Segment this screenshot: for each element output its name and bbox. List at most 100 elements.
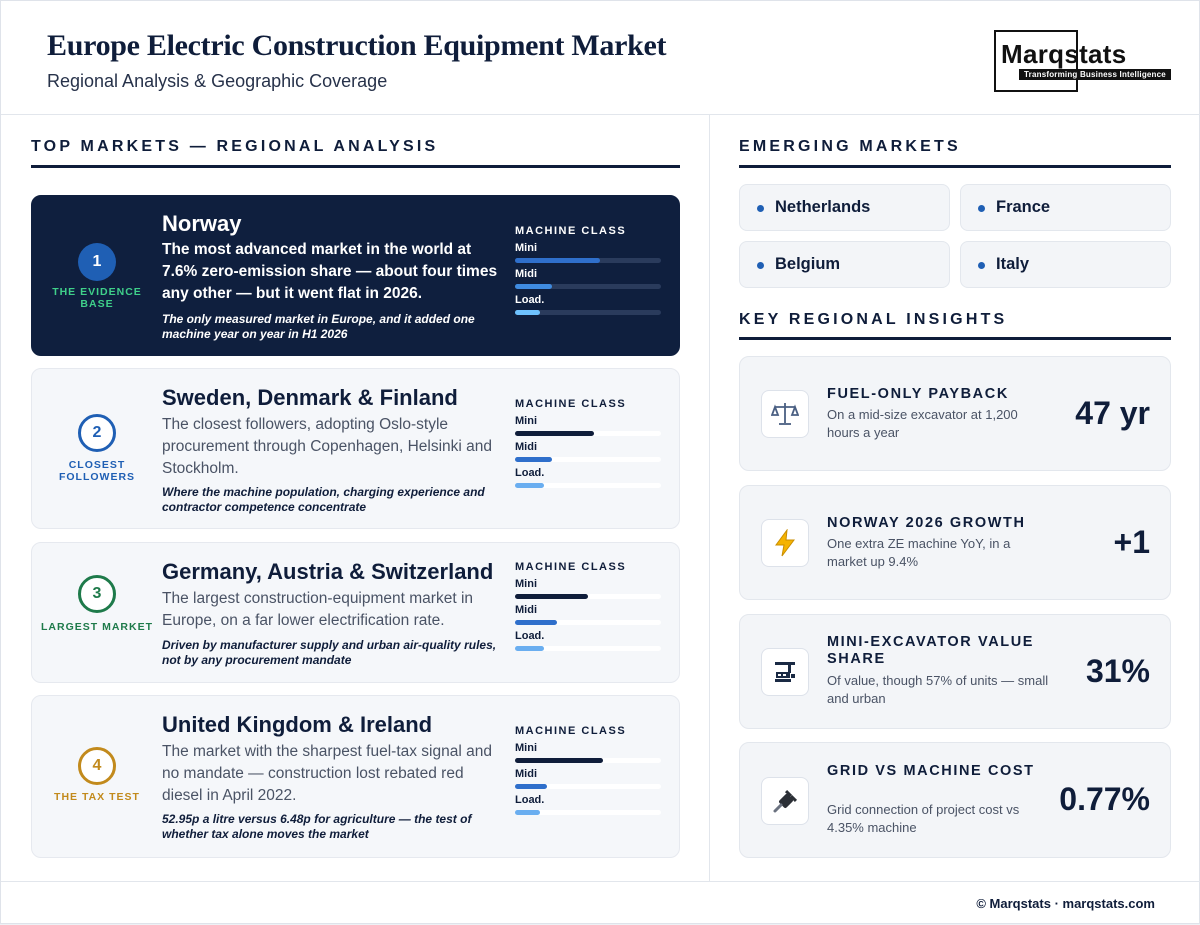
- machine-class-label: Load.: [515, 794, 545, 806]
- lightning-icon: [761, 519, 809, 567]
- machine-class-bar-fill: [515, 310, 540, 315]
- emerging-chip-belgium: Belgium: [739, 241, 950, 288]
- scales-icon: [761, 390, 809, 438]
- machine-class-bar-fill: [515, 431, 594, 436]
- rank-badge: 2: [78, 414, 116, 452]
- bullet-icon: [757, 205, 764, 212]
- machine-class-title: MACHINE CLASS: [515, 225, 627, 237]
- machine-class-track: [515, 310, 661, 315]
- insight-title: MINI-EXCAVATOR VALUE SHARE: [827, 634, 1035, 667]
- insight-description: Of value, though 57% of units — small an…: [827, 673, 1049, 706]
- machine-class-bar-fill: [515, 457, 552, 462]
- plug-icon: [761, 777, 809, 825]
- machine-class-title: MACHINE CLASS: [515, 398, 627, 410]
- logo: Marqstats: [1001, 39, 1127, 69]
- machine-class-bar-fill: [515, 284, 552, 289]
- emerging-chip-label: Italy: [996, 255, 1030, 273]
- machine-class-row: Load.: [515, 467, 661, 488]
- machine-class-track: [515, 646, 661, 651]
- header: Europe Electric Construction Equipment M…: [1, 1, 1200, 115]
- machine-class-label: Load.: [515, 467, 545, 479]
- page-subtitle: Regional Analysis & Geographic Coverage: [47, 71, 388, 91]
- key-insights-rule: [739, 337, 1171, 340]
- machine-class-track: [515, 620, 661, 625]
- bullet-icon: [757, 262, 764, 269]
- market-description: The most advanced market in the world at…: [162, 241, 498, 302]
- machine-class-title: MACHINE CLASS: [515, 725, 627, 737]
- logo-tagline: Transforming Business Intelligence: [1019, 69, 1171, 80]
- market-name: Germany, Austria & Switzerland: [162, 559, 494, 584]
- key-insights-heading: KEY REGIONAL INSIGHTS: [739, 311, 1008, 328]
- machine-class-label: Load.: [515, 294, 545, 306]
- emerging-chip-italy: Italy: [960, 241, 1171, 288]
- market-card-norway: 1 THE EVIDENCE BASE Norway The most advance…: [31, 195, 680, 356]
- machine-class-track: [515, 758, 661, 763]
- machine-class-track: [515, 431, 661, 436]
- machine-class-row: Mini: [515, 415, 661, 436]
- machine-class-bar-fill: [515, 594, 588, 599]
- insight-value: 31%: [1085, 653, 1150, 689]
- logo-frame: [994, 30, 1078, 92]
- insight-card-norway-growth: NORWAY 2026 GROWTH One extra ZE machine …: [739, 485, 1171, 600]
- top-markets-heading: TOP MARKETS — REGIONAL ANALYSIS: [31, 138, 439, 155]
- machine-class-bar-fill: [515, 258, 600, 263]
- insight-description: Grid connection of project cost vs 4.35%…: [827, 802, 1020, 835]
- rank-tag: CLOSEST FOLLOWERS: [58, 459, 136, 483]
- emerging-chip-label: Belgium: [775, 255, 841, 273]
- emerging-chip-netherlands: Netherlands: [739, 184, 950, 231]
- machine-class-label: Load.: [515, 630, 545, 642]
- market-name: Sweden, Denmark & Finland: [162, 385, 458, 410]
- machine-class-label: Midi: [515, 441, 537, 453]
- machine-class-title: MACHINE CLASS: [515, 561, 627, 573]
- machine-class-track: [515, 457, 661, 462]
- emerging-chip-france: France: [960, 184, 1171, 231]
- footer-copyright: © Marqstats · marqstats.com: [976, 896, 1155, 911]
- emerging-chip-label: Netherlands: [775, 198, 871, 216]
- insight-description: On a mid-size excavator at 1,200 hours a…: [827, 407, 1018, 440]
- rank-badge: 4: [78, 747, 116, 785]
- column-divider: [709, 115, 710, 881]
- insight-value: 0.77%: [1059, 781, 1150, 817]
- market-name: Norway: [162, 211, 242, 236]
- market-name: United Kingdom & Ireland: [162, 712, 433, 737]
- machine-class-row: Mini: [515, 742, 661, 763]
- insight-card-fuel-payback: FUEL-ONLY PAYBACK On a mid-size excavato…: [739, 356, 1171, 471]
- market-description: The closest followers, adopting Oslo-sty…: [162, 416, 493, 477]
- rank-tag: LARGEST MARKET: [41, 621, 153, 633]
- machine-class-track: [515, 483, 661, 488]
- machine-class-bar-fill: [515, 646, 545, 651]
- market-note: Where the machine population, charging e…: [162, 485, 485, 514]
- machine-class-bar-fill: [515, 620, 558, 625]
- market-card-dach: 3 LARGEST MARKET Germany, Austria & Switze…: [31, 542, 680, 683]
- machine-class-row: Load.: [515, 630, 661, 651]
- insight-card-grid-cost: GRID VS MACHINE COST Grid connection of …: [739, 742, 1171, 858]
- machine-class-track: [515, 258, 661, 263]
- market-description: The largest construction-equipment marke…: [162, 590, 474, 629]
- bullet-icon: [978, 262, 985, 269]
- top-markets-rule: [31, 165, 680, 168]
- market-note: The only measured market in Europe, and …: [162, 312, 475, 341]
- rank-tag: THE TAX TEST: [54, 791, 140, 803]
- machine-class-row: Mini: [515, 578, 661, 599]
- insight-card-mini-excavator: MINI-EXCAVATOR VALUE SHARE Of value, tho…: [739, 614, 1171, 729]
- insight-title: GRID VS MACHINE COST: [827, 763, 1035, 779]
- machine-class-label: Mini: [515, 415, 537, 427]
- insight-description: One extra ZE machine YoY, in a market up…: [827, 536, 1011, 569]
- machine-class-label: Mini: [515, 742, 537, 754]
- market-description: The market with the sharpest fuel-tax si…: [162, 743, 492, 804]
- machine-class-row: Mini: [515, 242, 661, 263]
- market-note: 52.95p a litre versus 6.48p for agricult…: [162, 812, 472, 841]
- rank-badge: 3: [78, 575, 116, 613]
- machine-class-label: Midi: [515, 268, 537, 280]
- excavator-icon: [761, 648, 809, 696]
- bullet-icon: [978, 205, 985, 212]
- machine-class-track: [515, 784, 661, 789]
- machine-class-label: Midi: [515, 768, 537, 780]
- rank-badge: 1: [78, 243, 116, 281]
- footer: © Marqstats · marqstats.com: [1, 881, 1200, 925]
- machine-class-track: [515, 594, 661, 599]
- machine-class-row: Load.: [515, 794, 661, 815]
- emerging-chip-label: France: [996, 198, 1051, 216]
- market-card-uk-ireland: 4 THE TAX TEST United Kingdom & Ireland The…: [31, 695, 680, 858]
